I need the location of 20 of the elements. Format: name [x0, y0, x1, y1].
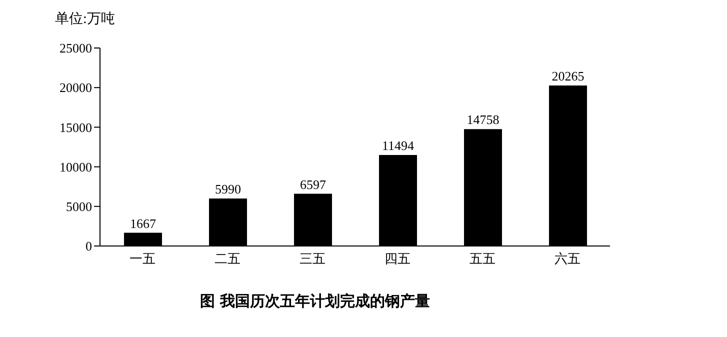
data-label: 5990: [215, 182, 241, 197]
x-tick-label: 一五: [130, 251, 156, 266]
y-tick-label: 5000: [66, 199, 92, 214]
text: 图 我国历次五年计划完成的钢产量: [200, 292, 430, 311]
x-tick-label: 三五: [300, 251, 326, 266]
x-tick-label: 六五: [554, 251, 580, 266]
data-label: 11494: [382, 138, 414, 153]
y-tick-label: 0: [86, 238, 92, 254]
y-tick-label: 15000: [60, 120, 92, 135]
x-tick-label: 五五: [470, 251, 496, 266]
y-tick-label: 25000: [60, 40, 92, 56]
data-label: 1667: [130, 216, 156, 231]
x-tick-label: 二五: [214, 251, 240, 266]
data-label: 20265: [552, 68, 584, 84]
x-tick-label: 四五: [384, 251, 410, 266]
data-label: 6597: [300, 176, 326, 192]
data-label: 14758: [466, 112, 500, 128]
y-axis-title: 单位:万吨: [55, 10, 115, 28]
y-tick-label: 10000: [60, 159, 92, 174]
y-tick-label: 20000: [60, 80, 92, 96]
